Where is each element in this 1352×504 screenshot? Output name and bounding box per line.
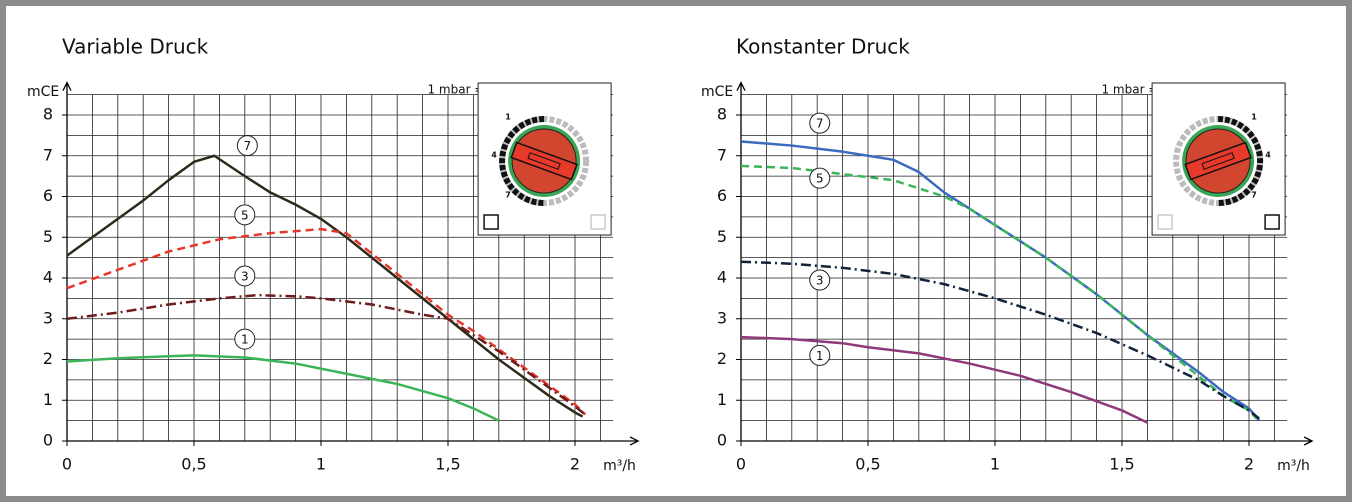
y-tick-label: 6 <box>43 186 53 205</box>
mode-inset: 1 4 7 <box>477 82 612 236</box>
mode-icon-active <box>1264 214 1280 230</box>
curve-label-circle <box>234 265 256 287</box>
chart-title: Variable Druck <box>62 35 209 59</box>
curve <box>66 293 586 416</box>
mode-inset: 1 4 7 <box>1151 82 1286 236</box>
x-tick-label: 0 <box>62 455 72 474</box>
x-axis-label: m³/h <box>1277 458 1310 474</box>
x-tick-label: 1,5 <box>435 455 460 474</box>
dial-label: 7 <box>1251 191 1257 200</box>
mode-icon-inactive <box>590 214 606 230</box>
x-tick-label: 2 <box>570 455 580 474</box>
curve-label: 7 <box>244 139 252 153</box>
y-tick-label: 1 <box>717 390 727 409</box>
curve <box>740 335 1148 424</box>
curve-label: 5 <box>816 172 824 186</box>
dial-label: 4 <box>491 151 497 160</box>
x-tick-label: 2 <box>1244 455 1254 474</box>
y-tick-label: 2 <box>717 349 727 368</box>
x-tick-label: 1 <box>990 455 1000 474</box>
x-tick-label: 0,5 <box>855 455 880 474</box>
dial-pointer <box>1184 141 1252 181</box>
y-tick-label: 0 <box>43 431 53 450</box>
curve-label: 1 <box>816 349 824 363</box>
y-tick-label: 4 <box>43 268 53 287</box>
dial-slot <box>527 152 561 170</box>
curve <box>66 154 584 418</box>
y-axis <box>62 81 72 441</box>
x-tick-label: 0,5 <box>181 455 206 474</box>
dial-slot <box>1201 152 1235 170</box>
curve-label: 5 <box>241 208 249 222</box>
y-tick-label: 2 <box>43 349 53 368</box>
mode-icon-inactive <box>1157 214 1173 230</box>
x-tick-label: 0 <box>736 455 746 474</box>
x-tick-label: 1 <box>316 455 326 474</box>
y-tick-label: 8 <box>43 105 53 124</box>
curve-label-circle <box>809 112 831 134</box>
x-axis <box>741 436 1314 446</box>
x-tick-label: 1,5 <box>1109 455 1134 474</box>
dial-ring-active <box>1218 116 1264 206</box>
dial-ring-active <box>499 116 545 206</box>
chart-title: Konstanter Druck <box>736 35 910 59</box>
y-tick-label: 7 <box>43 145 53 164</box>
curve-label-circle <box>809 344 831 366</box>
x-axis-label: m³/h <box>603 458 636 474</box>
y-tick-label: 3 <box>43 308 53 327</box>
curve-label: 3 <box>241 269 249 283</box>
y-tick-label: 1 <box>43 390 53 409</box>
y-tick-label: 7 <box>717 145 727 164</box>
y-tick-label: 8 <box>717 105 727 124</box>
curve-label-circle <box>234 204 256 226</box>
curve <box>66 354 500 422</box>
curve <box>740 164 1258 420</box>
y-tick-label: 5 <box>43 227 53 246</box>
curve-label: 1 <box>241 333 249 347</box>
curve <box>66 227 587 416</box>
curve-label-circle <box>809 167 831 189</box>
y-tick-label: 4 <box>717 268 727 287</box>
y-tick-label: 5 <box>717 227 727 246</box>
curve-label: 3 <box>816 274 824 288</box>
y-tick-label: 0 <box>717 431 727 450</box>
dial-label: 4 <box>1265 151 1271 160</box>
curve-label: 7 <box>816 117 824 131</box>
curve-label-circle <box>809 269 831 291</box>
x-axis <box>67 436 640 446</box>
curve-label-circle <box>234 328 256 350</box>
y-axis-label: mCE <box>701 84 733 100</box>
dial-pointer <box>510 141 578 181</box>
mode-icon-active <box>483 214 499 230</box>
dial-label: 1 <box>505 113 511 122</box>
y-tick-label: 3 <box>717 308 727 327</box>
curve <box>740 260 1260 420</box>
dial-label: 7 <box>505 191 511 200</box>
curve-label-circle <box>236 135 258 157</box>
y-tick-label: 6 <box>717 186 727 205</box>
dial-label: 1 <box>1251 113 1257 122</box>
y-axis-label: mCE <box>27 84 59 100</box>
